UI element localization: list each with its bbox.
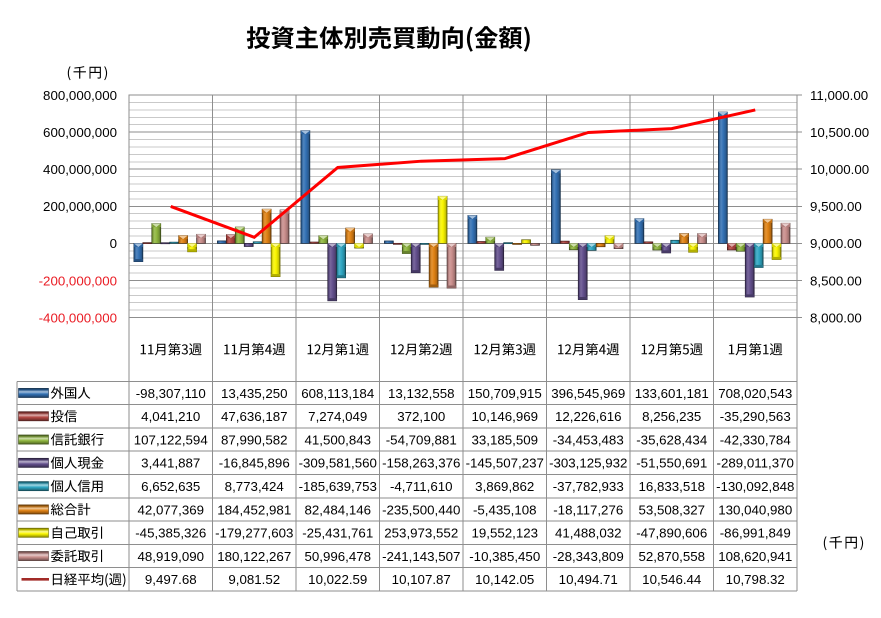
svg-text:-10,385,450: -10,385,450 <box>469 549 540 564</box>
svg-text:-51,550,691: -51,550,691 <box>636 456 707 471</box>
svg-text:200,000,000: 200,000,000 <box>43 199 117 214</box>
svg-text:10,022.59: 10,022.59 <box>308 572 367 587</box>
svg-text:0: 0 <box>110 236 117 251</box>
svg-text:10,798.32: 10,798.32 <box>726 572 785 587</box>
svg-text:9,000.00: 9,000.00 <box>810 236 862 251</box>
svg-text:708,020,543: 708,020,543 <box>718 386 792 401</box>
svg-text:10,494.71: 10,494.71 <box>559 572 618 587</box>
svg-text:12,226,616: 12,226,616 <box>555 409 622 424</box>
svg-text:10,546.44: 10,546.44 <box>642 572 701 587</box>
svg-text:150,709,915: 150,709,915 <box>468 386 542 401</box>
svg-text:-235,500,440: -235,500,440 <box>382 502 460 517</box>
svg-text:8,256,235: 8,256,235 <box>642 409 701 424</box>
svg-text:108,620,941: 108,620,941 <box>718 549 792 564</box>
svg-text:13,435,250: 13,435,250 <box>221 386 288 401</box>
svg-text:253,973,552: 253,973,552 <box>384 526 458 541</box>
svg-text:400,000,000: 400,000,000 <box>43 162 117 177</box>
svg-text:41,500,843: 41,500,843 <box>304 432 371 447</box>
svg-text:82,484,146: 82,484,146 <box>304 502 371 517</box>
svg-text:608,113,184: 608,113,184 <box>301 386 374 401</box>
svg-text:-185,639,753: -185,639,753 <box>299 479 377 494</box>
svg-text:600,000,000: 600,000,000 <box>43 125 117 140</box>
svg-text:10,000.00: 10,000.00 <box>810 162 869 177</box>
svg-text:-37,782,933: -37,782,933 <box>553 479 624 494</box>
svg-text:-5,435,108: -5,435,108 <box>473 502 537 517</box>
svg-text:-303,125,932: -303,125,932 <box>549 456 627 471</box>
svg-text:3,869,862: 3,869,862 <box>475 479 534 494</box>
svg-text:19,552,123: 19,552,123 <box>471 526 538 541</box>
svg-text:42,077,369: 42,077,369 <box>137 502 204 517</box>
svg-text:-309,581,560: -309,581,560 <box>299 456 377 471</box>
svg-text:396,545,969: 396,545,969 <box>551 386 625 401</box>
svg-text:8,000.00: 8,000.00 <box>810 310 862 325</box>
svg-text:-25,431,761: -25,431,761 <box>302 526 373 541</box>
svg-text:8,500.00: 8,500.00 <box>810 273 862 288</box>
svg-text:10,500.00: 10,500.00 <box>810 125 869 140</box>
svg-text:-200,000,000: -200,000,000 <box>39 273 117 288</box>
svg-text:-179,277,603: -179,277,603 <box>215 526 293 541</box>
svg-text:-16,845,896: -16,845,896 <box>219 456 290 471</box>
svg-text:-34,453,483: -34,453,483 <box>553 432 624 447</box>
svg-text:10,107.87: 10,107.87 <box>392 572 451 587</box>
svg-text:47,636,187: 47,636,187 <box>221 409 288 424</box>
svg-text:-35,290,563: -35,290,563 <box>720 409 791 424</box>
svg-text:10,146,969: 10,146,969 <box>471 409 538 424</box>
svg-text:133,601,181: 133,601,181 <box>635 386 709 401</box>
svg-text:130,040,980: 130,040,980 <box>718 502 792 517</box>
svg-text:41,488,032: 41,488,032 <box>555 526 622 541</box>
svg-text:-42,330,784: -42,330,784 <box>720 432 791 447</box>
svg-text:87,990,582: 87,990,582 <box>221 432 288 447</box>
svg-text:9,081.52: 9,081.52 <box>228 572 280 587</box>
svg-text:-158,263,376: -158,263,376 <box>382 456 460 471</box>
svg-text:184,452,981: 184,452,981 <box>217 502 291 517</box>
svg-text:48,919,090: 48,919,090 <box>137 549 204 564</box>
svg-text:50,996,478: 50,996,478 <box>304 549 371 564</box>
svg-text:-400,000,000: -400,000,000 <box>39 310 117 325</box>
svg-text:4,041,210: 4,041,210 <box>141 409 200 424</box>
svg-text:-54,709,881: -54,709,881 <box>386 432 457 447</box>
svg-text:16,833,518: 16,833,518 <box>638 479 705 494</box>
svg-text:-86,991,849: -86,991,849 <box>720 526 791 541</box>
svg-text:-130,092,848: -130,092,848 <box>716 479 794 494</box>
svg-text:3,441,887: 3,441,887 <box>141 456 200 471</box>
svg-text:52,870,558: 52,870,558 <box>638 549 705 564</box>
svg-text:800,000,000: 800,000,000 <box>43 88 117 103</box>
svg-text:9,500.00: 9,500.00 <box>810 199 862 214</box>
svg-text:107,122,594: 107,122,594 <box>134 432 208 447</box>
svg-text:372,100: 372,100 <box>397 409 445 424</box>
svg-text:7,274,049: 7,274,049 <box>308 409 367 424</box>
svg-text:180,122,267: 180,122,267 <box>217 549 291 564</box>
svg-text:8,773,424: 8,773,424 <box>225 479 284 494</box>
svg-text:10,142.05: 10,142.05 <box>475 572 534 587</box>
svg-text:-45,385,326: -45,385,326 <box>135 526 206 541</box>
svg-text:6,652,635: 6,652,635 <box>141 479 200 494</box>
svg-text:-289,011,370: -289,011,370 <box>717 456 794 471</box>
svg-text:-28,343,809: -28,343,809 <box>553 549 624 564</box>
svg-text:-145,507,237: -145,507,237 <box>466 456 544 471</box>
svg-text:-4,711,610: -4,711,610 <box>390 479 453 494</box>
svg-text:13,132,558: 13,132,558 <box>388 386 455 401</box>
svg-text:-98,307,110: -98,307,110 <box>136 386 206 401</box>
svg-text:33,185,509: 33,185,509 <box>471 432 538 447</box>
svg-text:-241,143,507: -241,143,507 <box>382 549 460 564</box>
svg-text:53,508,327: 53,508,327 <box>638 502 705 517</box>
svg-text:11,000.00: 11,000.00 <box>810 88 868 103</box>
svg-text:9,497.68: 9,497.68 <box>145 572 197 587</box>
svg-text:-18,117,276: -18,117,276 <box>553 502 623 517</box>
svg-text:-47,890,606: -47,890,606 <box>636 526 707 541</box>
svg-text:-35,628,434: -35,628,434 <box>636 432 707 447</box>
